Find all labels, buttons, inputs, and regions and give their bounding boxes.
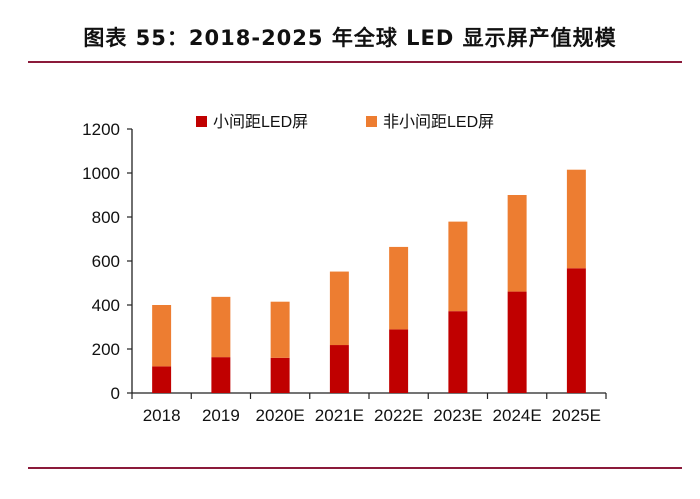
- chart-title: 图表 55：2018-2025 年全球 LED 显示屏产值规模: [83, 26, 617, 50]
- x-tick-label: 2022E: [374, 406, 423, 425]
- bar-non-small-pitch-2024E: [507, 195, 527, 292]
- bar-non-small-pitch-2019: [211, 296, 231, 358]
- title-divider: [28, 61, 682, 63]
- y-tick-label: 0: [111, 384, 120, 403]
- y-tick-label: 600: [92, 252, 120, 271]
- bar-small-pitch-2019: [211, 357, 231, 393]
- x-tick-label: 2019: [202, 406, 240, 425]
- bar-small-pitch-2025E: [566, 268, 586, 393]
- bar-small-pitch-2022E: [389, 329, 409, 393]
- legend-swatch: [366, 116, 377, 127]
- y-tick-label: 1000: [82, 164, 120, 183]
- bar-small-pitch-2024E: [507, 291, 527, 393]
- y-tick-label: 400: [92, 296, 120, 315]
- x-tick-label: 2018: [143, 406, 181, 425]
- bar-non-small-pitch-2018: [152, 305, 172, 367]
- bar-small-pitch-2018: [152, 366, 172, 393]
- bar-non-small-pitch-2020E: [270, 301, 290, 358]
- y-tick-label: 200: [92, 340, 120, 359]
- bar-small-pitch-2020E: [270, 357, 290, 393]
- bar-small-pitch-2021E: [329, 345, 349, 393]
- bar-non-small-pitch-2022E: [389, 246, 409, 330]
- x-tick-label: 2020E: [256, 406, 305, 425]
- legend-label: 非小间距LED屏: [383, 113, 494, 131]
- bottom-divider: [28, 467, 682, 469]
- y-tick-label: 800: [92, 208, 120, 227]
- legend-swatch: [196, 116, 207, 127]
- y-tick-label: 1200: [82, 120, 120, 139]
- x-tick-label: 2025E: [552, 406, 601, 425]
- bar-non-small-pitch-2021E: [329, 271, 349, 346]
- x-tick-label: 2024E: [493, 406, 542, 425]
- legend-label: 小间距LED屏: [213, 113, 308, 131]
- bar-non-small-pitch-2025E: [566, 169, 586, 269]
- x-tick-label: 2021E: [315, 406, 364, 425]
- bar-small-pitch-2023E: [448, 311, 468, 393]
- x-tick-label: 2023E: [433, 406, 482, 425]
- bar-non-small-pitch-2023E: [448, 221, 468, 312]
